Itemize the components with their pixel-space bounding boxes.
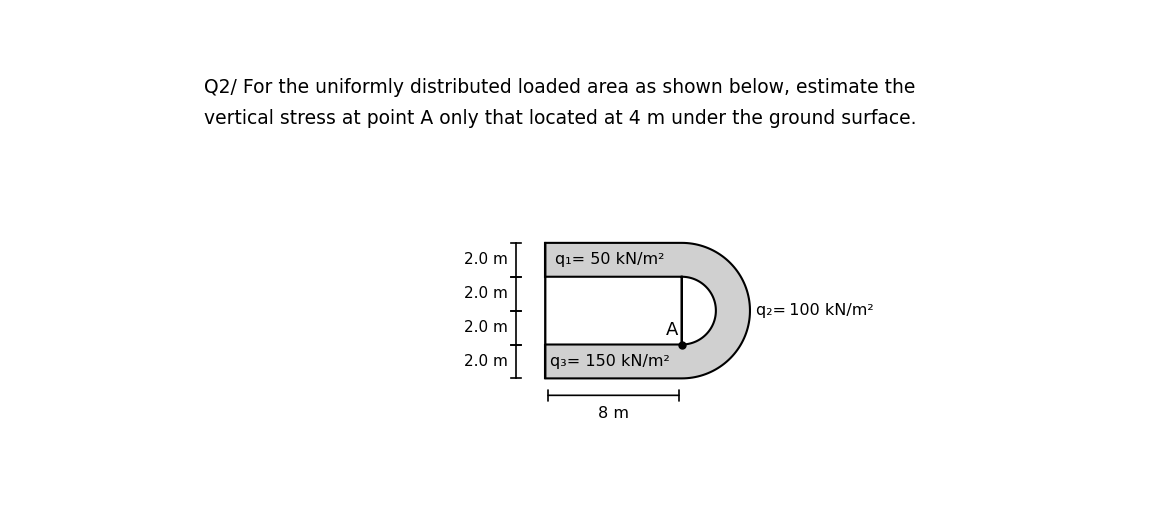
Polygon shape [545,243,750,378]
Text: Q2/ For the uniformly distributed loaded area as shown below, estimate the: Q2/ For the uniformly distributed loaded… [205,78,916,97]
Text: 8 m: 8 m [598,406,629,421]
Text: A: A [666,321,679,339]
Text: 2.0 m: 2.0 m [464,320,508,335]
Text: q₁= 50 kN/m²: q₁= 50 kN/m² [555,252,665,267]
Polygon shape [545,277,716,345]
Text: 2.0 m: 2.0 m [464,286,508,301]
Text: q₂= 100 kN/m²: q₂= 100 kN/m² [756,303,874,318]
Text: q₃= 150 kN/m²: q₃= 150 kN/m² [550,354,669,369]
Text: vertical stress at point A only that located at 4 m under the ground surface.: vertical stress at point A only that loc… [205,109,917,128]
Text: 2.0 m: 2.0 m [464,252,508,267]
Text: 2.0 m: 2.0 m [464,354,508,369]
